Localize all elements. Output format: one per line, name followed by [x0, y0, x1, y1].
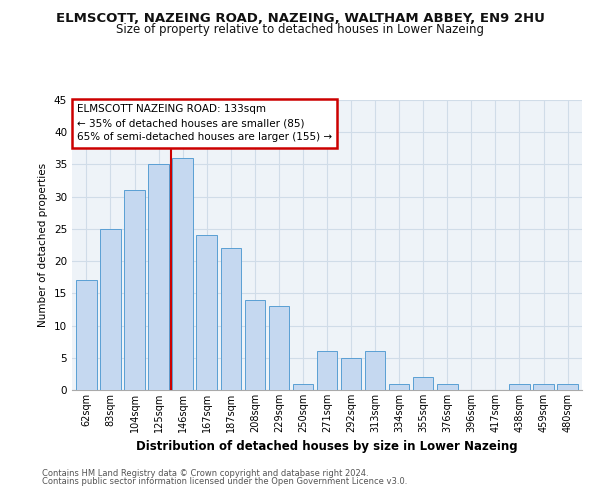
Bar: [557, 384, 578, 390]
Bar: [341, 358, 361, 390]
Text: ELMSCOTT, NAZEING ROAD, NAZEING, WALTHAM ABBEY, EN9 2HU: ELMSCOTT, NAZEING ROAD, NAZEING, WALTHAM…: [56, 12, 544, 26]
Bar: [100, 229, 121, 390]
Bar: [413, 377, 433, 390]
Bar: [365, 352, 385, 390]
Bar: [76, 280, 97, 390]
Bar: [196, 236, 217, 390]
Bar: [317, 352, 337, 390]
Bar: [172, 158, 193, 390]
Bar: [509, 384, 530, 390]
Bar: [221, 248, 241, 390]
Bar: [245, 300, 265, 390]
Bar: [389, 384, 409, 390]
Bar: [148, 164, 169, 390]
Bar: [437, 384, 458, 390]
Bar: [533, 384, 554, 390]
Text: ELMSCOTT NAZEING ROAD: 133sqm
← 35% of detached houses are smaller (85)
65% of s: ELMSCOTT NAZEING ROAD: 133sqm ← 35% of d…: [77, 104, 332, 142]
Text: Contains HM Land Registry data © Crown copyright and database right 2024.: Contains HM Land Registry data © Crown c…: [42, 468, 368, 477]
Text: Contains public sector information licensed under the Open Government Licence v3: Contains public sector information licen…: [42, 477, 407, 486]
Bar: [293, 384, 313, 390]
X-axis label: Distribution of detached houses by size in Lower Nazeing: Distribution of detached houses by size …: [136, 440, 518, 454]
Y-axis label: Number of detached properties: Number of detached properties: [38, 163, 49, 327]
Bar: [269, 306, 289, 390]
Bar: [124, 190, 145, 390]
Text: Size of property relative to detached houses in Lower Nazeing: Size of property relative to detached ho…: [116, 22, 484, 36]
